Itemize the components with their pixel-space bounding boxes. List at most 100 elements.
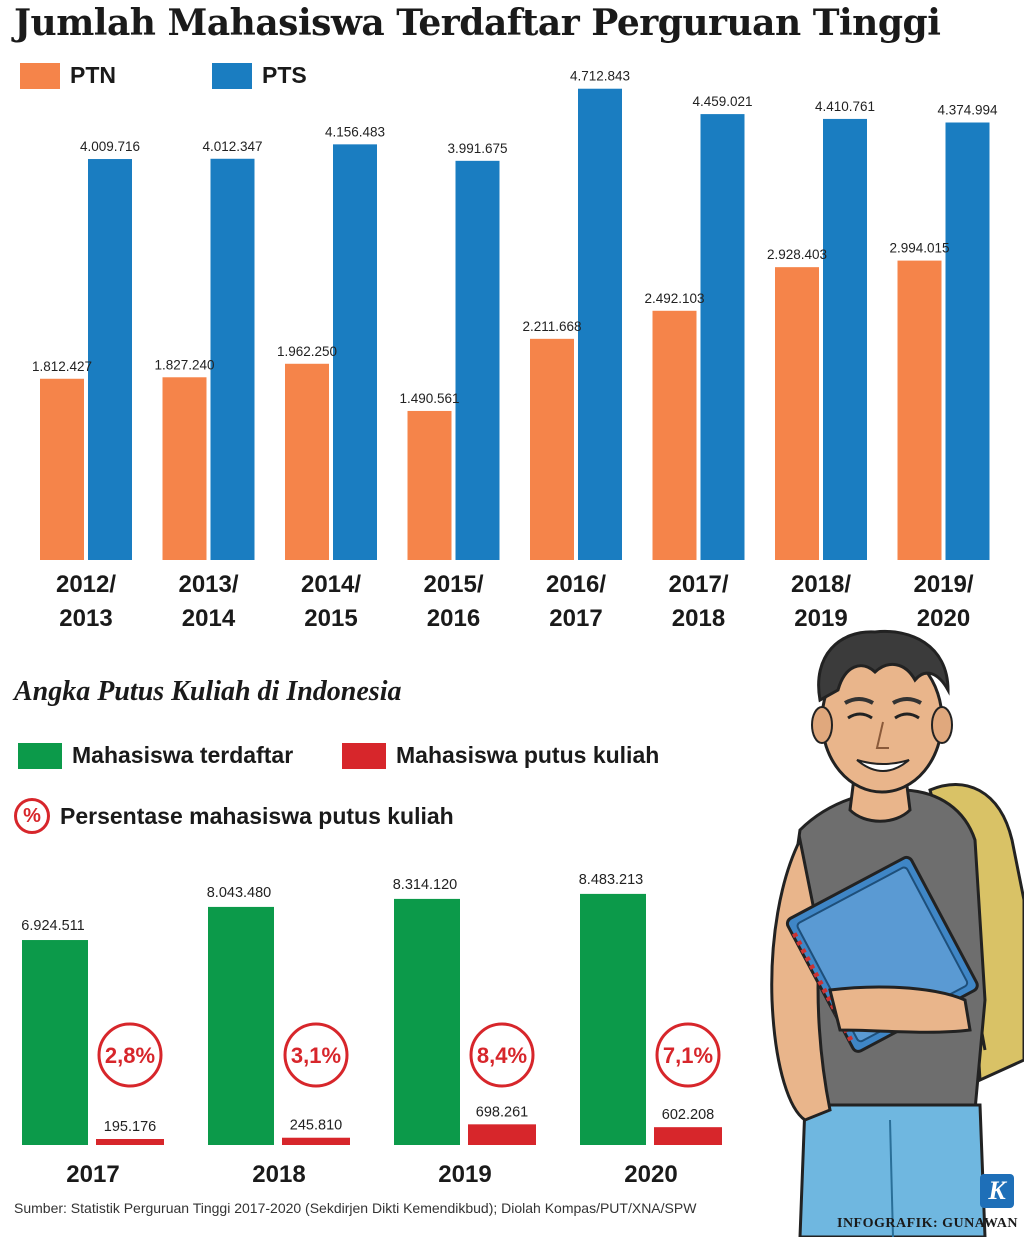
category-label-year-1: 2018 (252, 1161, 305, 1188)
value-label-pts-2: 4.156.483 (325, 124, 385, 139)
bar-registered-0 (22, 940, 88, 1145)
section-subtitle: Angka Putus Kuliah di Indonesia (14, 676, 402, 707)
legend-label-pts: PTS (262, 62, 307, 88)
category-label-3-0: 2015/ (423, 571, 483, 598)
bar-pts-4 (578, 88, 622, 560)
category-label-6-0: 2018/ (791, 571, 851, 598)
value-label-dropout-3: 602.208 (662, 1107, 714, 1123)
legend-item-dropout: Mahasiswa putus kuliah (342, 742, 659, 769)
percent-circle-2 (469, 1022, 535, 1088)
bar-pts-2 (333, 144, 377, 561)
percent-circle-0 (97, 1022, 163, 1088)
value-label-registered-2: 8.314.120 (393, 877, 458, 893)
legend-swatch-pts (212, 62, 252, 89)
category-label-7-0: 2019/ (913, 571, 973, 598)
value-label-pts-3: 3.991.675 (447, 141, 507, 156)
legend-item-registered: Mahasiswa terdaftar (18, 742, 293, 769)
percent-label-2: 8,4% (477, 1043, 527, 1068)
category-label-2-1: 2015 (304, 605, 357, 632)
kompas-logo: K (980, 1174, 1014, 1208)
category-label-5-1: 2018 (672, 605, 725, 632)
legend-item-percent: % Persentase mahasiswa putus kuliah (14, 798, 454, 834)
bar-pts-3 (455, 160, 500, 560)
bar-ptn-2 (285, 363, 329, 560)
source-note: Sumber: Statistik Perguruan Tinggi 2017-… (14, 1200, 697, 1216)
legend-label-percent: Persentase mahasiswa putus kuliah (60, 802, 454, 829)
bar-ptn-3 (407, 410, 452, 560)
value-label-ptn-4: 2.211.668 (522, 319, 581, 334)
legend-item-ptn: PTN (20, 62, 116, 89)
legend-label-ptn: PTN (70, 62, 116, 88)
value-label-pts-6: 4.410.761 (815, 99, 875, 114)
chart-registered-students: 1.812.427 4.009.716 1.827.240 4.012.347 1.96… (32, 69, 998, 632)
bar-dropout-3 (654, 1127, 722, 1145)
student-figure (770, 629, 1024, 1237)
value-label-ptn-3: 1.490.561 (399, 391, 459, 406)
category-label-3-1: 2016 (427, 605, 480, 632)
bar-ptn-5 (652, 310, 697, 560)
percent-label-0: 2,8% (105, 1043, 155, 1068)
bar-dropout-2 (468, 1124, 536, 1145)
value-label-registered-3: 8.483.213 (579, 872, 644, 888)
category-label-year-2: 2019 (438, 1161, 491, 1188)
value-label-ptn-0: 1.812.427 (32, 359, 92, 374)
legend-swatch-ptn (20, 62, 60, 89)
bar-pts-5 (700, 114, 745, 560)
legend-item-pts: PTS (212, 62, 307, 89)
bar-pts-7 (945, 122, 990, 560)
value-label-registered-0: 6.924.511 (21, 918, 84, 934)
percent-label-3: 7,1% (663, 1043, 713, 1068)
chart-title: Jumlah Mahasiswa Terdaftar Perguruan Tin… (14, 2, 941, 44)
category-label-0-1: 2013 (59, 605, 112, 632)
value-label-dropout-1: 245.810 (290, 1118, 342, 1134)
legend-label-registered: Mahasiswa terdaftar (72, 742, 294, 768)
percent-circle-1 (283, 1022, 349, 1088)
category-label-2-0: 2014/ (301, 571, 361, 598)
bar-ptn-7 (897, 260, 942, 560)
legend-swatch-dropout (342, 742, 386, 769)
percent-circle-icon: % (14, 798, 50, 834)
bar-ptn-6 (775, 267, 819, 560)
value-label-ptn-2: 1.962.250 (277, 344, 337, 359)
value-label-ptn-5: 2.492.103 (644, 291, 704, 306)
bar-pts-1 (210, 158, 255, 560)
legend-label-dropout: Mahasiswa putus kuliah (396, 742, 660, 768)
value-label-pts-5: 4.459.021 (692, 94, 752, 109)
value-label-pts-7: 4.374.994 (937, 103, 998, 118)
value-label-registered-1: 8.043.480 (207, 885, 272, 901)
bar-dropout-0 (96, 1139, 164, 1145)
value-label-dropout-2: 698.261 (476, 1104, 528, 1120)
bar-registered-2 (394, 898, 460, 1145)
bar-registered-3 (580, 893, 646, 1145)
category-label-4-1: 2017 (549, 605, 602, 632)
bar-ptn-1 (162, 377, 207, 560)
value-label-ptn-1: 1.827.240 (154, 357, 214, 372)
value-label-pts-1: 4.012.347 (202, 139, 262, 154)
bar-pts-0 (88, 159, 132, 561)
bar-ptn-4 (530, 338, 574, 560)
category-label-year-3: 2020 (624, 1161, 677, 1188)
bar-registered-1 (208, 906, 274, 1145)
category-label-7-1: 2020 (917, 605, 970, 632)
value-label-ptn-6: 2.928.403 (767, 247, 827, 262)
category-label-4-0: 2016/ (546, 571, 606, 598)
value-label-pts-0: 4.009.716 (80, 139, 140, 154)
value-label-pts-4: 4.712.843 (570, 69, 630, 84)
category-label-1-0: 2013/ (178, 571, 238, 598)
percent-label-1: 3,1% (291, 1043, 341, 1068)
percent-circle-3 (655, 1022, 721, 1088)
bar-ptn-0 (40, 378, 84, 560)
value-label-dropout-0: 195.176 (104, 1119, 156, 1135)
legend-swatch-registered (18, 742, 62, 769)
category-label-5-0: 2017/ (668, 571, 728, 598)
category-label-year-0: 2017 (66, 1161, 119, 1188)
value-label-ptn-7: 2.994.015 (889, 241, 949, 256)
bar-dropout-1 (282, 1137, 350, 1145)
category-label-6-1: 2019 (794, 605, 847, 632)
credit-note: INFOGRAFIK: GUNAWAN (837, 1216, 1018, 1231)
bar-pts-6 (823, 118, 867, 561)
category-label-0-0: 2012/ (56, 571, 116, 598)
category-label-1-1: 2014 (182, 605, 236, 632)
